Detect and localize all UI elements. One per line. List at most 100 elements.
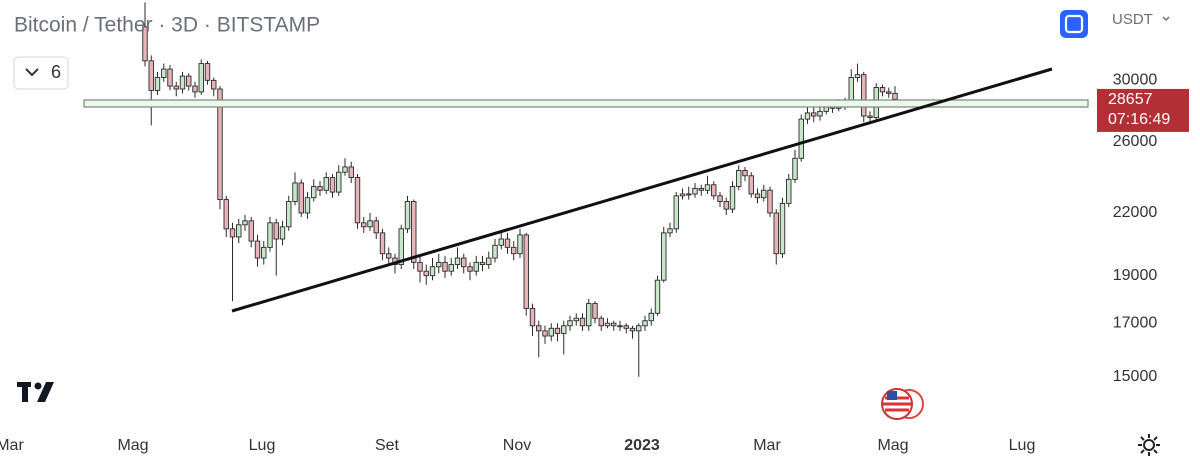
currency-caret [1162,16,1170,22]
candle-body [198,63,204,93]
candle-body [292,182,298,202]
candle-body [248,220,254,242]
candle-body [792,157,798,180]
candle-body [261,246,267,259]
candle-body [167,68,173,87]
candle-body [592,303,598,319]
candle-body [448,264,454,272]
candle-body [348,166,354,179]
candle-body [523,234,529,309]
candle-body [654,279,661,314]
candle-body [229,228,236,238]
x-tick-label: Mar [753,437,781,454]
candle-body [161,68,167,78]
candle-body [273,222,279,240]
candle-body [711,184,717,197]
candle-body [554,327,561,334]
candle-body [142,26,148,62]
y-tick-label: 22000 [1113,204,1158,221]
candle-body [692,187,698,195]
x-tick-label: Mag [877,437,908,454]
candle-body [573,317,579,322]
currency-label[interactable]: USDT [1112,11,1153,28]
candle-body [804,112,811,120]
x-tick-label: Mag [117,437,148,454]
candle-body [642,320,648,327]
currency-flag[interactable] [881,388,924,420]
candle-body [779,202,786,255]
candle-body [411,201,417,263]
candle-body [317,186,323,191]
candle-body [786,178,792,204]
candle-body [598,317,604,327]
trend-line [231,67,1053,313]
candle-body [736,170,742,188]
candle-body [811,112,817,117]
candle-body [636,325,642,332]
candle-body [404,201,411,230]
candle-body [354,177,361,224]
candle-body [886,91,892,94]
settings-gear[interactable] [1138,434,1160,456]
y-tick-label: 17000 [1113,314,1158,331]
candle-body [298,182,304,214]
candle-body [442,261,448,272]
candle-body [561,325,567,334]
x-tick-label: Nov [503,437,531,454]
last-price-badge: 28657 07:16:49 [1097,88,1189,132]
candle-body [861,74,867,117]
candle-body [173,85,179,90]
candle-body [673,195,679,230]
candle-body [454,257,461,266]
candle-body [323,177,329,191]
collapse-button[interactable] [13,56,69,90]
tv-logo [17,382,54,402]
candle-body [567,320,573,327]
candle-body [536,325,542,332]
last-price-label: 28657 [1108,91,1153,108]
candle-body [179,75,186,90]
collapse-count: 6 [51,62,61,82]
candle-body [604,322,611,327]
candle-body [254,240,261,259]
x-tick-label: Lug [249,437,276,454]
last-price-box [1097,88,1189,132]
candle-body [311,186,317,199]
candle-body [542,330,548,337]
candle-body [617,325,623,328]
candle-body [742,170,748,177]
candle-body [148,60,154,91]
x-tick-label: Lug [1009,437,1036,454]
candle-body [436,261,442,268]
candle-body [773,212,779,255]
layout-icon [1064,14,1084,34]
candle-body [286,201,292,228]
candle-body [361,222,367,228]
candle-body [817,110,823,117]
candle-body [467,266,473,272]
candle-body [423,270,429,277]
candle-body [798,118,804,159]
candle-body [529,307,536,327]
candle-body [379,232,386,255]
candle-body [242,220,248,226]
candle-body [342,166,348,173]
y-tick-label: 26000 [1113,133,1158,150]
candle-body [517,234,523,255]
candle-body [761,189,767,199]
candle-body [892,92,898,100]
candle-body [492,244,498,259]
candle-body [661,232,667,281]
countdown-label: 07:16:49 [1108,111,1170,128]
candle-body [648,312,654,322]
candle-body [386,253,392,259]
candle-body [473,261,479,272]
candle-body [504,238,511,248]
layout-button[interactable] [1060,10,1088,38]
x-tick-label: 2023 [624,437,660,454]
candle-body [867,115,873,118]
candle-body [279,226,286,240]
candle-body [704,184,711,191]
y-tick-label: 19000 [1113,267,1158,284]
